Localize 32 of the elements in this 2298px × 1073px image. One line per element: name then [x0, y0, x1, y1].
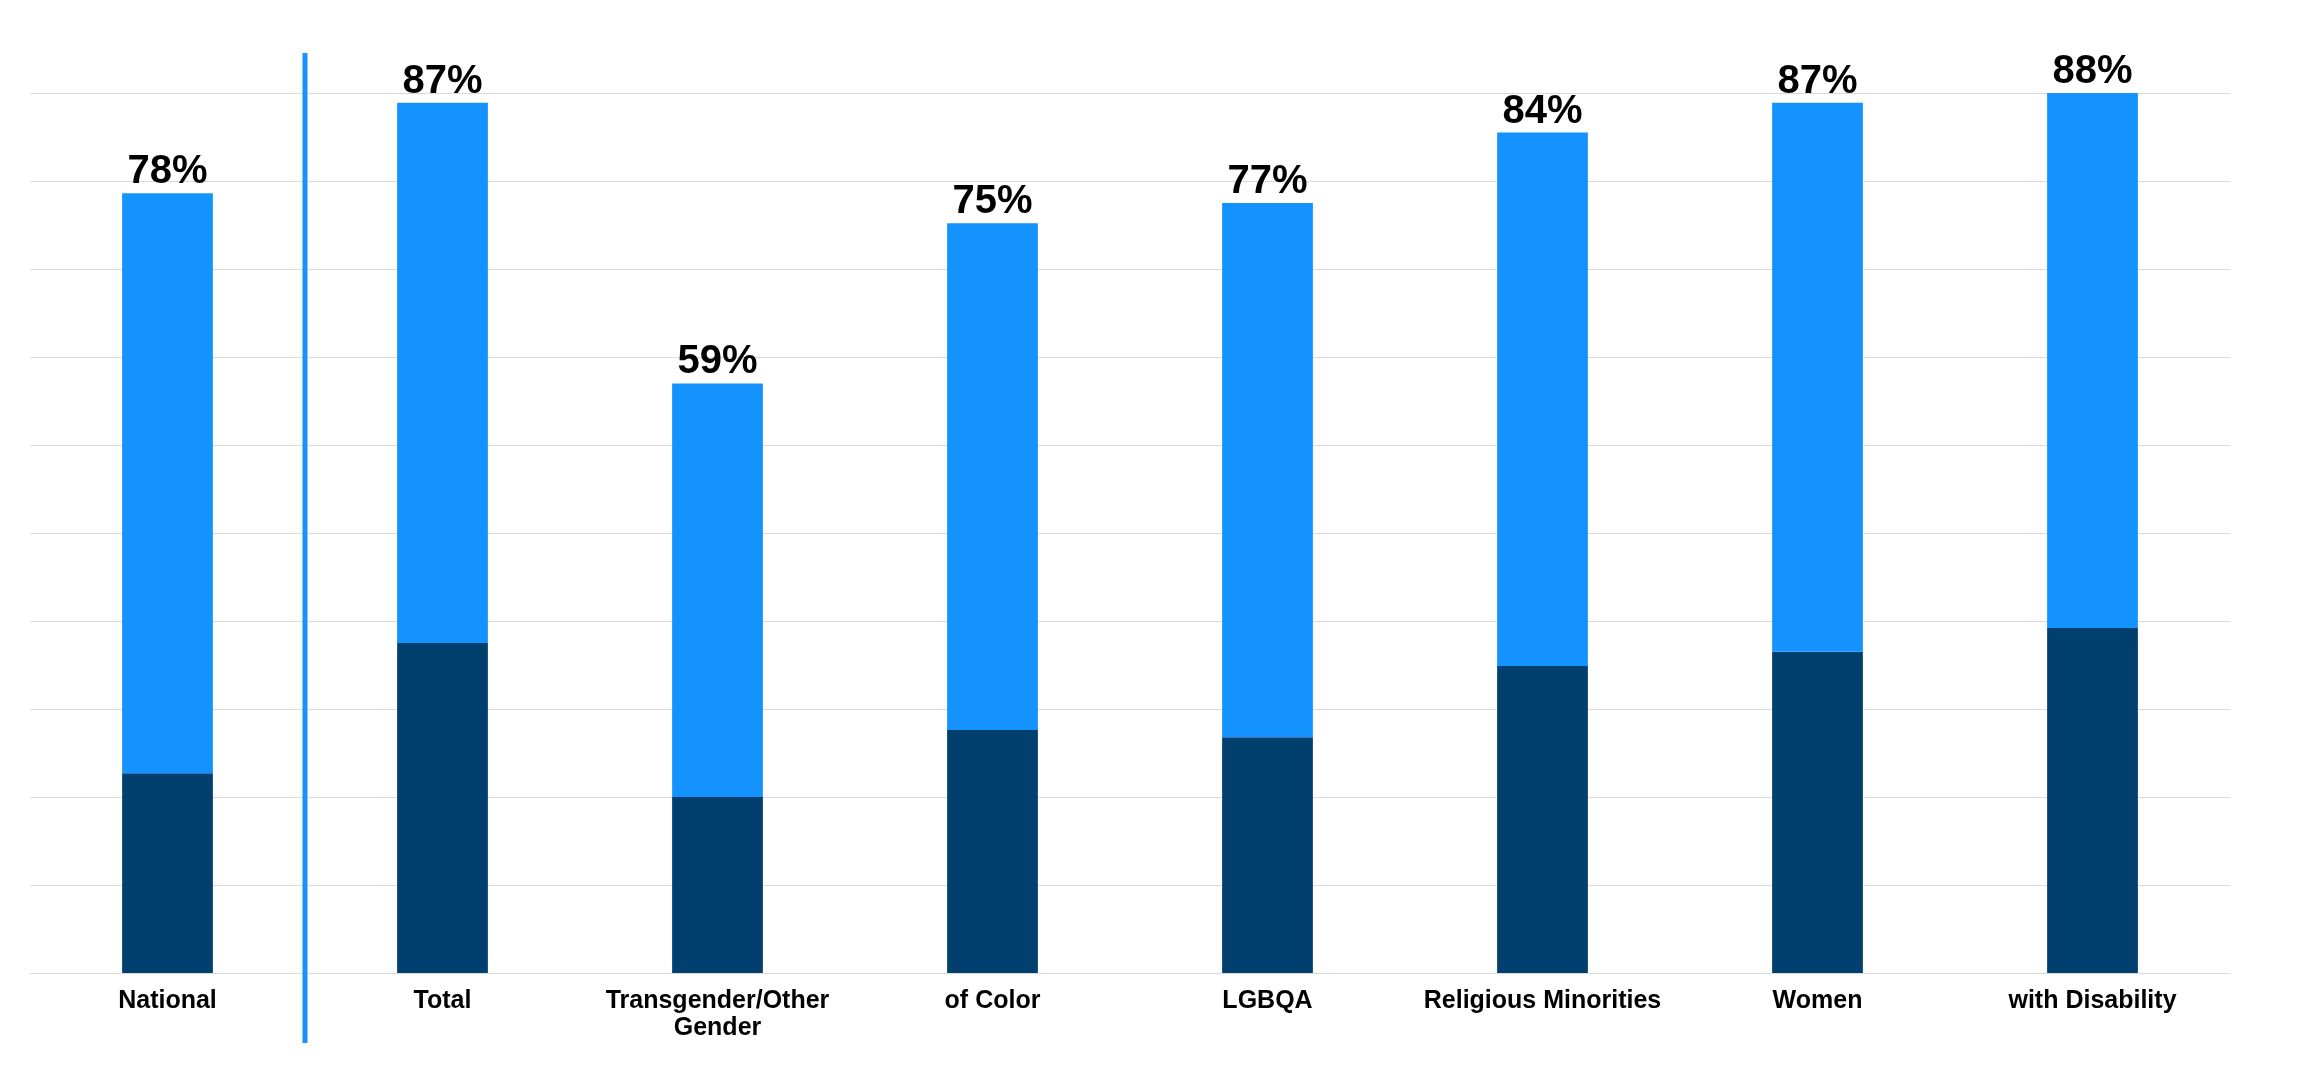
bar — [2047, 93, 2138, 629]
x-tick-label: of Color — [944, 984, 1041, 1013]
annotation: 75% — [952, 177, 1033, 222]
bar — [2047, 628, 2138, 973]
bar — [1772, 651, 1863, 973]
bar — [1497, 665, 1588, 973]
bar — [947, 223, 1038, 731]
bar — [397, 643, 488, 973]
x-tick-label: Women — [1772, 984, 1863, 1013]
annotation: 77% — [1227, 157, 1308, 201]
x-tick-label: Religious Minorities — [1423, 984, 1662, 1013]
x-tick-label: with Disability — [2007, 984, 2177, 1013]
annotation: 88% — [2052, 47, 2133, 91]
x-tick-label: Transgender/Other Gender — [605, 984, 830, 1040]
bar — [1497, 132, 1588, 666]
x-tick-label: National — [118, 984, 217, 1013]
annotation: 84% — [1502, 86, 1583, 131]
bar — [947, 730, 1038, 973]
annotation: 59% — [677, 337, 758, 382]
bar — [122, 193, 213, 774]
x-tick-label: Total — [413, 984, 472, 1013]
bar — [397, 102, 488, 643]
bar — [122, 773, 213, 973]
annotation: 87% — [1777, 56, 1858, 101]
bar — [1772, 102, 1863, 652]
bar — [672, 797, 763, 973]
x-tick-label: LGBQA — [1222, 984, 1313, 1013]
bar — [1222, 737, 1313, 973]
annotation: 87% — [402, 56, 483, 101]
bar — [1222, 203, 1313, 738]
annotation: 78% — [127, 147, 208, 192]
bar — [672, 383, 763, 797]
